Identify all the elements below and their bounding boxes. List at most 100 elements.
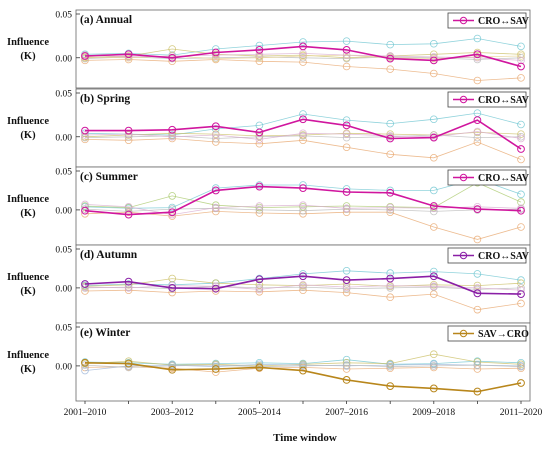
data-point bbox=[299, 280, 307, 289]
data-point bbox=[255, 128, 264, 137]
x-tick-label: 2009–2018 bbox=[412, 408, 455, 418]
data-point bbox=[386, 208, 395, 217]
data-point bbox=[342, 45, 351, 54]
data-point bbox=[212, 203, 220, 212]
data-point bbox=[255, 202, 264, 210]
highlight-series bbox=[81, 272, 525, 299]
data-point bbox=[299, 38, 307, 46]
data-point bbox=[299, 201, 307, 210]
data-point bbox=[473, 138, 482, 146]
series-line bbox=[84, 364, 522, 368]
data-point bbox=[386, 188, 395, 197]
data-point bbox=[473, 281, 482, 290]
data-point bbox=[386, 362, 395, 371]
data-point bbox=[517, 299, 525, 308]
y-tick-label: 0.05 bbox=[55, 90, 72, 100]
data-point bbox=[517, 206, 525, 215]
legend-label: CRO↔SAV bbox=[478, 173, 530, 184]
panel-title: (d) Autumn bbox=[80, 249, 138, 261]
data-point bbox=[517, 53, 525, 62]
data-point bbox=[211, 186, 220, 195]
data-point bbox=[429, 223, 438, 231]
series-line bbox=[84, 182, 522, 209]
data-point bbox=[473, 365, 482, 373]
data-point bbox=[473, 50, 482, 59]
data-point bbox=[429, 384, 438, 393]
data-point bbox=[255, 206, 264, 214]
panel-5: 0.05 0.00 Influence (K) (e) Winter SAV→CRO bbox=[7, 322, 531, 402]
data-point bbox=[299, 53, 307, 62]
data-point bbox=[124, 284, 133, 292]
data-point bbox=[255, 50, 264, 59]
data-point bbox=[255, 45, 264, 54]
legend-label: CRO↔SAV bbox=[478, 95, 530, 106]
data-point bbox=[212, 287, 220, 295]
data-point bbox=[342, 276, 351, 285]
data-point bbox=[81, 361, 89, 369]
y-tick-label: 0.00 bbox=[55, 133, 72, 143]
data-point bbox=[168, 192, 177, 200]
data-point bbox=[342, 188, 351, 196]
data-point bbox=[299, 366, 307, 375]
data-point bbox=[342, 62, 351, 71]
data-point bbox=[299, 206, 307, 215]
series-line bbox=[84, 270, 522, 286]
data-point bbox=[473, 205, 482, 214]
panel-2: 0.05 0.00 Influence (K) (b) Spring CRO↔SAV bbox=[7, 88, 531, 168]
data-point bbox=[429, 202, 438, 210]
data-point bbox=[473, 133, 482, 142]
data-point bbox=[473, 289, 482, 298]
y-tick-label: 0.05 bbox=[55, 168, 72, 178]
data-point bbox=[211, 365, 220, 373]
legend-label: CRO↔SAV bbox=[478, 251, 530, 262]
panel-1: 0.05 0.00 Influence (K) (a) Annual CRO↔SAV bbox=[7, 9, 531, 89]
legend-marker bbox=[459, 173, 468, 182]
data-point bbox=[168, 210, 177, 219]
series-line bbox=[84, 45, 522, 68]
data-point bbox=[299, 362, 307, 370]
y-tick-label: 0.00 bbox=[55, 206, 72, 216]
legend-label: CRO↔SAV bbox=[478, 16, 530, 27]
data-point bbox=[342, 121, 351, 130]
data-point bbox=[517, 130, 525, 138]
data-point bbox=[168, 281, 177, 290]
data-point bbox=[473, 55, 482, 64]
data-point bbox=[81, 52, 89, 60]
y-axis-label-line2: (K) bbox=[20, 51, 36, 62]
data-point bbox=[473, 76, 482, 85]
data-point bbox=[255, 41, 264, 50]
data-point bbox=[429, 153, 438, 162]
data-point bbox=[124, 357, 133, 366]
data-point bbox=[473, 305, 482, 314]
y-axis-label-line2: (K) bbox=[20, 130, 36, 141]
data-point bbox=[473, 361, 482, 369]
data-point bbox=[124, 359, 133, 368]
data-point bbox=[299, 132, 307, 140]
data-point bbox=[299, 184, 307, 193]
data-point bbox=[473, 235, 482, 244]
data-point bbox=[168, 365, 177, 374]
data-point bbox=[517, 155, 525, 164]
legend-marker bbox=[459, 16, 468, 25]
data-point bbox=[473, 127, 482, 136]
data-point bbox=[429, 362, 438, 370]
panel-title: (e) Winter bbox=[80, 327, 130, 339]
series-line bbox=[84, 138, 522, 160]
data-point bbox=[211, 48, 220, 57]
series-line bbox=[84, 363, 522, 371]
data-point bbox=[342, 204, 351, 213]
x-tick-label: 2011–2020 bbox=[500, 408, 543, 418]
legend-box bbox=[447, 247, 527, 264]
y-tick-label: 0.00 bbox=[55, 284, 72, 294]
data-point bbox=[386, 382, 395, 391]
highlight-series bbox=[81, 42, 525, 71]
y-axis-label-line2: (K) bbox=[20, 208, 36, 219]
data-point bbox=[299, 272, 307, 281]
series-line bbox=[84, 59, 522, 81]
y-axis-label-line2: (K) bbox=[20, 364, 36, 375]
x-axis-label: Time window bbox=[273, 432, 337, 444]
data-point bbox=[255, 275, 264, 284]
data-point bbox=[517, 290, 525, 299]
series-line bbox=[84, 362, 522, 393]
